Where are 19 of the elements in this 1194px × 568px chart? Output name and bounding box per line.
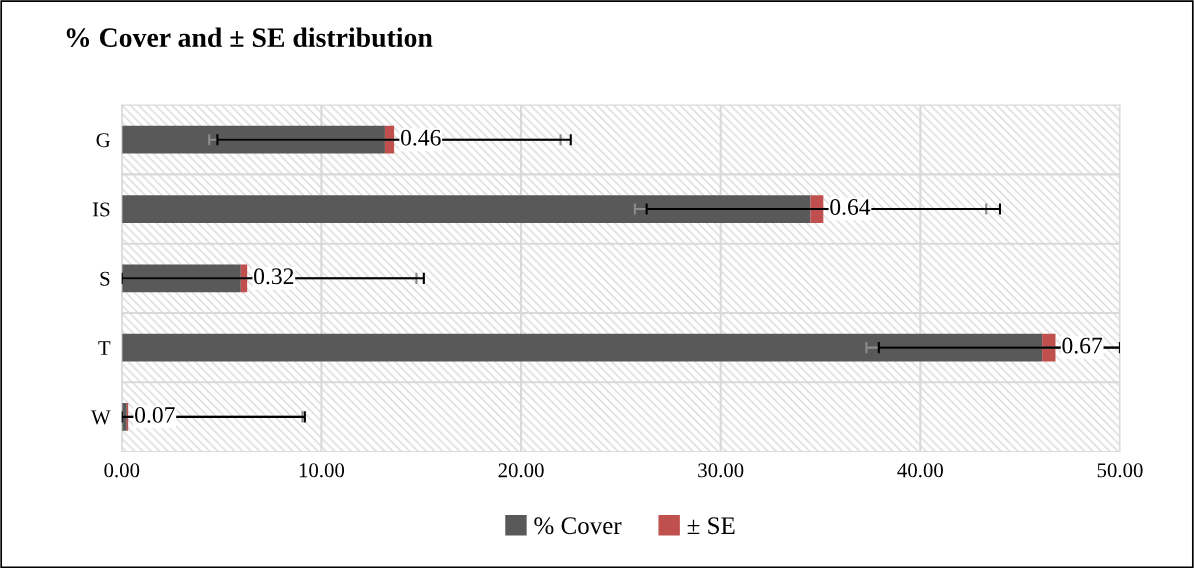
y-tick-label: T xyxy=(98,341,111,355)
chart-title: % Cover and ± SE distribution xyxy=(66,27,433,48)
data-label: 0.07 xyxy=(135,406,175,423)
data-label: 0.64 xyxy=(830,199,871,216)
y-tick-label: G xyxy=(96,133,111,148)
x-tick-label: 10.00 xyxy=(299,463,345,478)
y-tick-label: IS xyxy=(92,202,110,217)
y-tick-label: W xyxy=(91,410,111,425)
legend-label: ± SE xyxy=(687,517,735,535)
x-tick-label: 0.00 xyxy=(104,463,140,478)
x-tick-label: 30.00 xyxy=(698,463,744,478)
data-label: 0.46 xyxy=(400,129,441,146)
x-tick-label: 50.00 xyxy=(1097,463,1143,478)
x-tick-label: 40.00 xyxy=(897,463,943,478)
data-label: 0.67 xyxy=(1062,337,1103,354)
data-label: 0.32 xyxy=(254,268,294,285)
x-tick-label: 20.00 xyxy=(498,463,544,478)
y-tick-label: S xyxy=(100,271,110,286)
legend-label: % Cover xyxy=(534,517,622,535)
